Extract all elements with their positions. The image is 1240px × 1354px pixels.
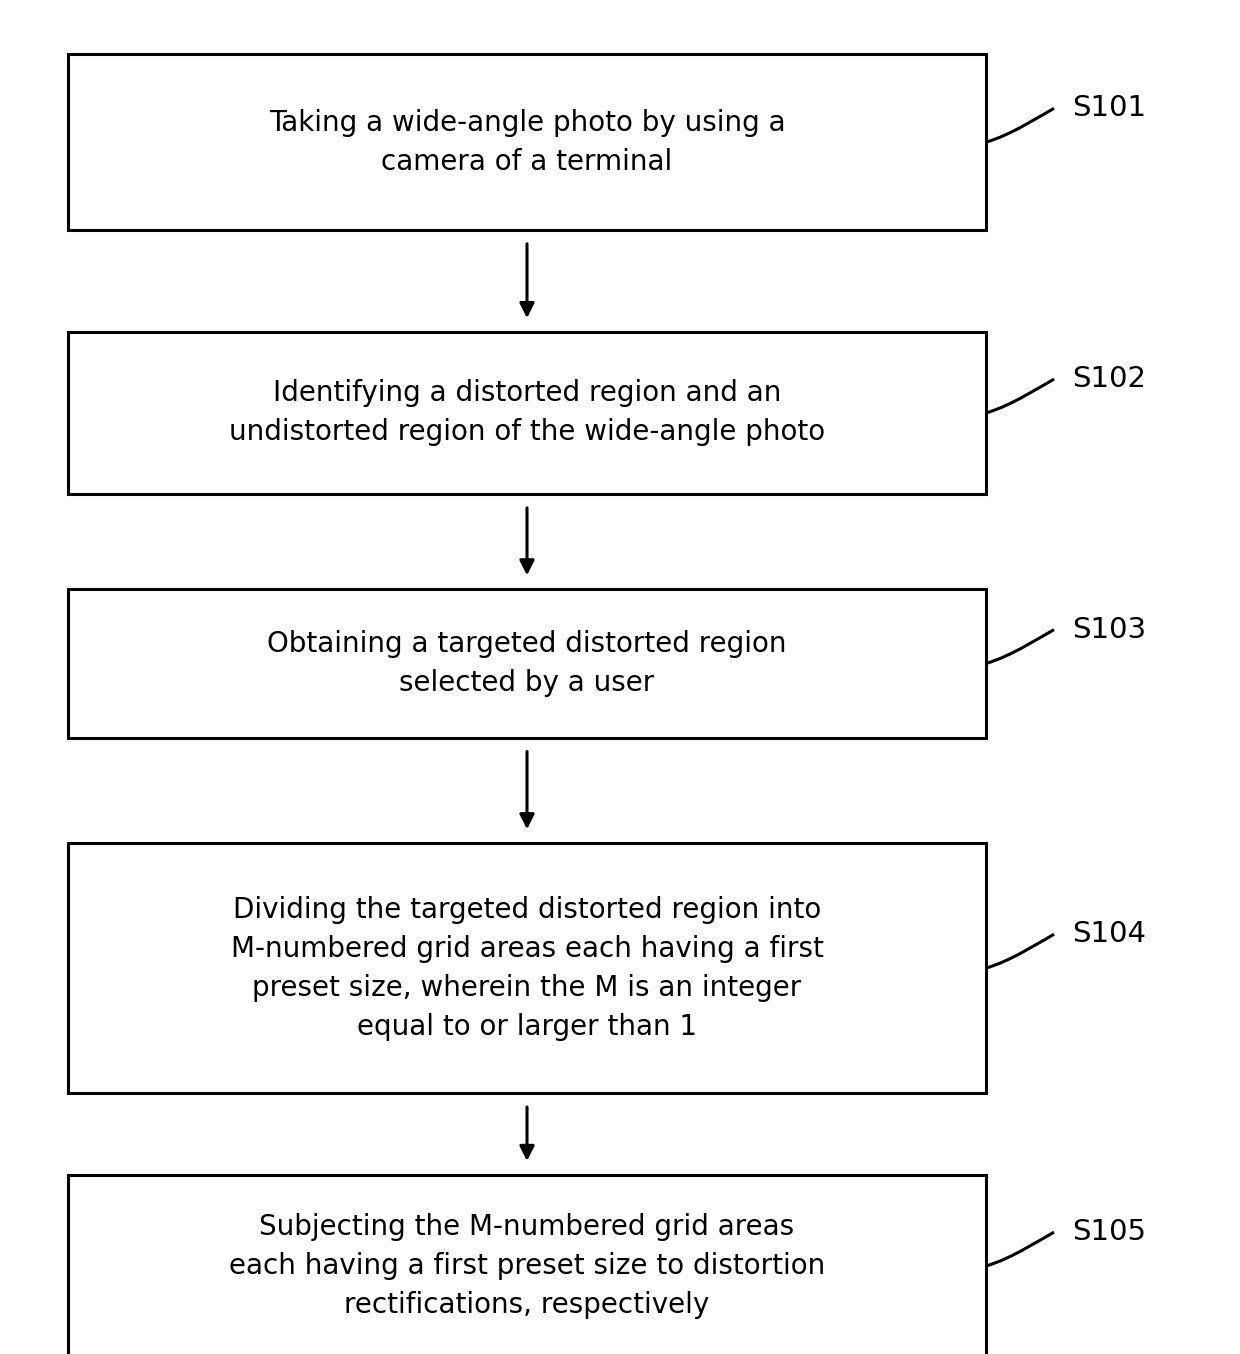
Text: Taking a wide-angle photo by using a
camera of a terminal: Taking a wide-angle photo by using a cam… bbox=[269, 108, 785, 176]
Text: S103: S103 bbox=[1073, 616, 1147, 643]
Text: Dividing the targeted distorted region into
M-numbered grid areas each having a : Dividing the targeted distorted region i… bbox=[231, 895, 823, 1041]
Text: S105: S105 bbox=[1073, 1219, 1147, 1246]
Bar bbox=[68, 1174, 986, 1354]
Bar bbox=[68, 54, 986, 230]
Text: S102: S102 bbox=[1073, 366, 1147, 393]
Bar bbox=[68, 589, 986, 738]
Text: Identifying a distorted region and an
undistorted region of the wide-angle photo: Identifying a distorted region and an un… bbox=[229, 379, 825, 447]
Bar bbox=[68, 842, 986, 1094]
Text: S104: S104 bbox=[1073, 921, 1147, 948]
Text: Obtaining a targeted distorted region
selected by a user: Obtaining a targeted distorted region se… bbox=[268, 630, 786, 697]
Text: Subjecting the M-numbered grid areas
each having a first preset size to distorti: Subjecting the M-numbered grid areas eac… bbox=[229, 1213, 825, 1319]
Bar bbox=[68, 332, 986, 494]
Text: S101: S101 bbox=[1073, 95, 1147, 122]
